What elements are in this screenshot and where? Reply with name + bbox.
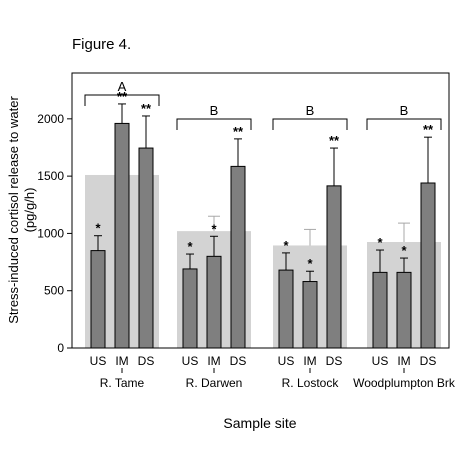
x-tick-label: DS <box>230 354 247 368</box>
x-tick-label: US <box>372 354 389 368</box>
significance-label: * <box>283 238 289 253</box>
y-tick-label: 0 <box>57 341 64 355</box>
x-tick-label: IM <box>207 354 220 368</box>
subgroup-bar <box>114 122 130 349</box>
subgroup-bar <box>278 269 294 349</box>
y-tick-label: 2000 <box>37 112 64 126</box>
y-tick-label: 1500 <box>37 169 64 183</box>
x-tick-label: DS <box>420 354 437 368</box>
group-letter: B <box>210 103 219 118</box>
x-tick-label: US <box>278 354 295 368</box>
subgroup-bars <box>90 122 436 349</box>
subgroup-bar <box>326 185 342 349</box>
x-tick-label: IM <box>303 354 316 368</box>
subgroup-bar <box>90 250 106 349</box>
group-letter: B <box>306 103 315 118</box>
significance-label: ** <box>233 124 244 139</box>
significance-label: * <box>401 243 407 258</box>
figure-label: Figure 4. <box>72 36 132 53</box>
significance-label: * <box>187 239 193 254</box>
x-tick-label: DS <box>138 354 155 368</box>
site-label: R. Lostock <box>282 376 340 390</box>
site-label: R. Darwen <box>186 376 243 390</box>
y-axis-title-line2: (pg/g/h) <box>22 188 37 233</box>
group-letter: A <box>118 79 127 94</box>
site-mean-bars <box>85 174 441 348</box>
subgroup-bar <box>230 165 246 349</box>
significance-label: ** <box>423 122 434 137</box>
significance-label: * <box>95 221 101 236</box>
group-brackets <box>84 94 442 130</box>
group-bracket <box>84 94 160 106</box>
site-label: Woodplumpton Brk <box>353 376 456 390</box>
x-tick-label: US <box>90 354 107 368</box>
x-tick-label: US <box>182 354 199 368</box>
subgroup-bar <box>372 271 388 349</box>
x-tick-label: IM <box>115 354 128 368</box>
group-bracket <box>176 118 252 130</box>
y-axis-ticks: 0 500 1000 1500 2000 <box>37 112 72 355</box>
x-tick-label: DS <box>326 354 343 368</box>
y-axis-title-line1: Stress-induced cortisol release to water <box>6 96 21 324</box>
error-bars <box>94 103 432 282</box>
group-bracket <box>366 118 442 130</box>
x-axis-title: Sample site <box>223 415 296 431</box>
significance-label: ** <box>117 89 128 104</box>
subgroup-bar <box>182 268 198 349</box>
site-label: R. Tame <box>100 376 145 390</box>
significance-label: ** <box>141 101 152 116</box>
y-tick-label: 500 <box>44 284 64 298</box>
significance-label: * <box>307 256 313 271</box>
x-tick-label: IM <box>397 354 410 368</box>
subgroup-bar <box>396 271 412 349</box>
significance-label: * <box>377 235 383 250</box>
significance-label: ** <box>329 133 340 148</box>
significance-label: * <box>211 221 217 236</box>
group-bracket <box>272 118 348 130</box>
subgroup-bar <box>420 182 436 349</box>
y-tick-label: 1000 <box>37 226 64 240</box>
subgroup-bar <box>138 147 154 349</box>
group-letter: B <box>400 103 409 118</box>
plot-frame <box>71 72 450 349</box>
plot-frame-rect <box>71 72 450 349</box>
subgroup-bar <box>206 255 222 349</box>
subgroup-bar <box>302 281 318 349</box>
